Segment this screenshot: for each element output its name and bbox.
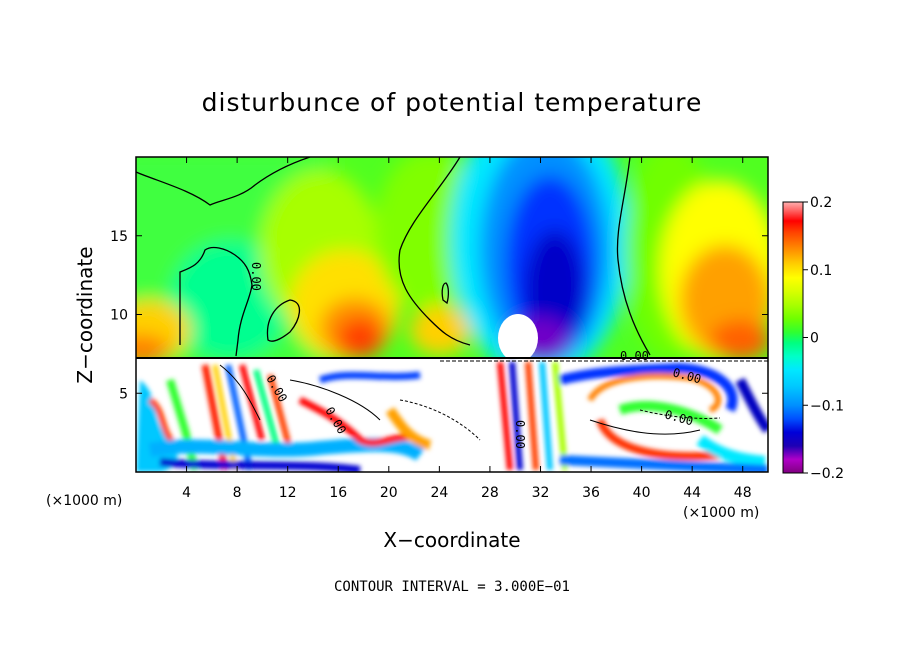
colorbar-tick-label: 0.2 bbox=[810, 195, 832, 211]
contour-label-4: 0.00 bbox=[513, 420, 527, 449]
y-tick-label: 10 bbox=[110, 308, 128, 324]
colorbar-tick-label: −0.1 bbox=[810, 398, 844, 414]
y-tick-label: 5 bbox=[119, 386, 128, 402]
x-tick-label: 24 bbox=[430, 485, 448, 501]
upper-field: 0.00 bbox=[136, 157, 768, 358]
y-tick-label: 15 bbox=[110, 229, 128, 245]
x-tick-label: 12 bbox=[279, 485, 297, 501]
x-unit-label-right: (×1000 m) bbox=[683, 505, 759, 521]
x-tick-label: 36 bbox=[582, 485, 600, 501]
x-tick-label: 32 bbox=[532, 485, 550, 501]
x-unit-label-left: (×1000 m) bbox=[46, 493, 122, 509]
contour-label-1: 0.00 bbox=[249, 262, 263, 291]
y-axis-ticks: 5 10 15 bbox=[110, 229, 768, 402]
chart-title: disturbunce of potential temperature bbox=[202, 88, 703, 117]
colorbar-ticks: 0.2 0.1 0 −0.1 −0.2 bbox=[803, 195, 844, 482]
x-axis-title: X−coordinate bbox=[383, 528, 520, 552]
contour-label-7: 0.00 bbox=[620, 349, 649, 363]
colorbar bbox=[782, 201, 804, 474]
x-tick-label: 8 bbox=[233, 485, 242, 501]
x-tick-label: 4 bbox=[182, 485, 191, 501]
x-tick-label: 20 bbox=[380, 485, 398, 501]
y-axis-title: Z−coordinate bbox=[73, 246, 97, 383]
x-tick-label: 28 bbox=[481, 485, 499, 501]
x-tick-label: 16 bbox=[329, 485, 347, 501]
lower-field: 0.00 0.00 0.00 0.00 0.00 bbox=[136, 358, 768, 472]
x-axis-ticks: 4 8 12 16 20 24 28 32 36 40 44 48 bbox=[182, 157, 752, 501]
x-tick-label: 48 bbox=[734, 485, 752, 501]
contour-interval-note: CONTOUR INTERVAL = 3.000E−01 bbox=[334, 579, 570, 595]
colorbar-tick-label: 0 bbox=[810, 331, 819, 347]
x-tick-label: 44 bbox=[683, 485, 701, 501]
colorbar-tick-label: −0.2 bbox=[810, 466, 844, 482]
x-tick-label: 40 bbox=[633, 485, 651, 501]
colorbar-tick-label: 0.1 bbox=[810, 263, 832, 279]
